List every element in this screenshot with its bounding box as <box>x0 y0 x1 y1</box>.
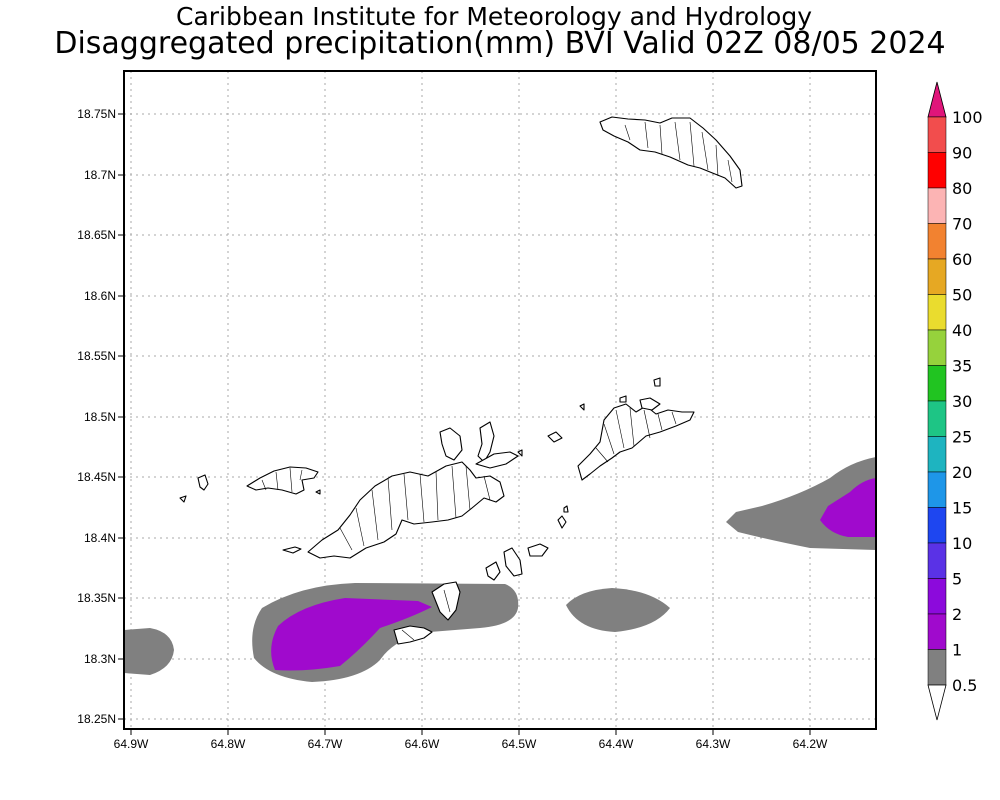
lon-label: 64.2W <box>793 737 828 751</box>
salt-island <box>485 561 501 581</box>
sandy-cay <box>179 495 187 503</box>
colorbar-label: 50 <box>952 286 972 305</box>
lat-label: 18.75N <box>77 107 116 121</box>
colorbar <box>927 81 947 721</box>
colorbar-segment-5 <box>927 542 947 579</box>
lon-label: 64.8W <box>211 737 246 751</box>
colorbar-label: 100 <box>952 108 983 127</box>
beef-island <box>475 451 519 469</box>
peter-island <box>431 581 461 621</box>
colorbar-segment-25 <box>927 400 947 437</box>
norman-island <box>393 625 433 645</box>
colorbar-segment-0.5 <box>927 649 947 686</box>
colorbar-segment-20 <box>927 436 947 473</box>
plot-border <box>123 70 877 730</box>
colorbar-segment-30 <box>927 365 947 402</box>
colorbar-label: 90 <box>952 144 972 163</box>
colorbar-segment-90 <box>927 116 947 153</box>
colorbar-label: 30 <box>952 392 972 411</box>
lat-label: 18.4N <box>84 531 116 545</box>
plot-background <box>124 71 876 729</box>
lat-label: 18.3N <box>84 652 116 666</box>
title-institute: Caribbean Institute for Meteorology and … <box>176 2 812 31</box>
colorbar-segment-70 <box>927 187 947 224</box>
precip-1mm-south <box>566 588 670 632</box>
colorbar-label: 25 <box>952 428 972 447</box>
title-product: Disaggregated precipitation(mm) BVI Vali… <box>54 26 946 61</box>
colorbar-segment-10 <box>927 507 947 544</box>
lat-label: 18.65N <box>77 228 116 242</box>
lon-label: 64.6W <box>405 737 440 751</box>
necker-island <box>653 377 661 387</box>
colorbar-labels: 100 90 80 70 60 50 40 35 30 25 20 15 10 … <box>952 108 983 695</box>
colorbar-label: 5 <box>952 570 962 589</box>
gridlines <box>124 71 876 729</box>
colorbar-label: 1 <box>952 641 962 660</box>
lon-label: 64.4W <box>599 737 634 751</box>
colorbar-top-arrow <box>927 81 947 118</box>
precip-1mm-west-edge <box>124 628 174 675</box>
colorbar-segment-40 <box>927 294 947 331</box>
round-rock <box>563 505 569 513</box>
colorbar-segment-1 <box>927 613 947 650</box>
great-thatch-islet <box>315 489 321 495</box>
colorbar-label: 15 <box>952 499 972 518</box>
lat-label: 18.25N <box>77 712 116 726</box>
lon-label: 64.3W <box>696 737 731 751</box>
marina-cay <box>517 449 523 457</box>
prickly-pear <box>579 403 585 411</box>
lat-label: 18.45N <box>77 470 116 484</box>
lon-label: 64.7W <box>308 737 343 751</box>
lon-labels: 64.9W 64.8W 64.7W 64.6W 64.5W 64.4W 64.3… <box>114 737 828 751</box>
colorbar-label: 40 <box>952 321 972 340</box>
lat-tick-marks <box>118 113 124 720</box>
lat-label: 18.5N <box>84 410 116 424</box>
little-jost-van-dyke <box>197 474 209 491</box>
precip-2mm-east <box>820 478 876 537</box>
lat-labels: 18.75N 18.7N 18.65N 18.6N 18.55N 18.5N 1… <box>77 107 116 726</box>
colorbar-label: 10 <box>952 534 972 553</box>
lon-label: 64.9W <box>114 737 149 751</box>
colorbar-segment-2 <box>927 578 947 615</box>
precip-2mm-main <box>271 598 432 671</box>
precip-2mm-areas <box>271 478 876 671</box>
island-subdivisions <box>261 121 733 641</box>
colorbar-segment-15 <box>927 471 947 508</box>
colorbar-label: 70 <box>952 215 972 234</box>
anegada-island <box>599 116 743 189</box>
colorbar-bottom-arrow <box>927 684 947 721</box>
guana-island <box>439 427 463 461</box>
scrub-island <box>547 431 563 443</box>
fallen-jerusalem <box>557 515 567 529</box>
colorbar-label: 20 <box>952 463 972 482</box>
lon-label: 64.5W <box>502 737 537 751</box>
little-thatch <box>282 546 302 554</box>
lat-label: 18.35N <box>77 591 116 605</box>
colorbar-segment-80 <box>927 152 947 189</box>
lat-label: 18.6N <box>84 289 116 303</box>
lat-label: 18.55N <box>77 349 116 363</box>
great-camanoe <box>477 421 495 463</box>
colorbar-label: 35 <box>952 357 972 376</box>
ginger-island <box>527 543 549 557</box>
colorbar-segment-60 <box>927 223 947 260</box>
colorbar-label: 80 <box>952 179 972 198</box>
mosquito-island <box>619 395 627 403</box>
cooper-island <box>503 547 523 577</box>
eustatia-island <box>639 397 661 411</box>
lon-tick-marks <box>130 729 811 735</box>
tortola-island <box>307 461 505 559</box>
colorbar-segment-35 <box>927 329 947 366</box>
colorbar-label: 60 <box>952 250 972 269</box>
colorbar-segment-50 <box>927 258 947 295</box>
colorbar-label: 0.5 <box>952 676 977 695</box>
colorbar-label: 2 <box>952 605 962 624</box>
lat-label: 18.7N <box>84 168 116 182</box>
